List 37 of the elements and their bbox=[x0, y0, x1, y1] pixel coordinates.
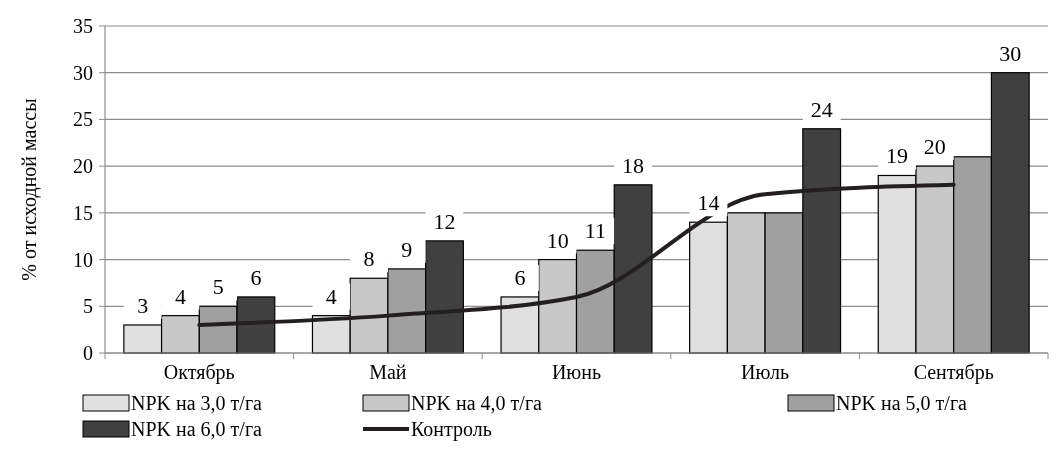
legend-label: NPK на 3,0 т/га bbox=[131, 392, 263, 414]
legend-label: NPK на 4,0 т/га bbox=[411, 392, 543, 414]
y-axis-title: % от исходной массы bbox=[18, 98, 41, 281]
x-tick-label: Июнь bbox=[551, 361, 602, 383]
data-label: 9 bbox=[401, 236, 413, 262]
data-label: 20 bbox=[923, 134, 946, 160]
data-label: 3 bbox=[137, 292, 149, 318]
data-label: 6 bbox=[250, 264, 262, 290]
data-label: 4 bbox=[325, 283, 337, 309]
y-tick-label: 20 bbox=[73, 155, 93, 178]
y-tick-label: 5 bbox=[83, 295, 93, 318]
data-label: 8 bbox=[363, 246, 375, 272]
legend-label: NPK на 5,0 т/га bbox=[836, 392, 968, 414]
data-label: 24 bbox=[810, 96, 833, 122]
x-tick-label: Октябрь bbox=[163, 361, 235, 384]
y-tick-label: 0 bbox=[83, 342, 93, 364]
y-tick-label: 10 bbox=[73, 248, 93, 271]
x-tick-label: Май bbox=[369, 361, 407, 383]
legend-label: Контроль bbox=[411, 418, 492, 441]
data-label: 30 bbox=[999, 40, 1022, 66]
data-label: 19 bbox=[886, 143, 909, 169]
y-tick-label: 30 bbox=[73, 61, 93, 84]
data-label: 10 bbox=[546, 227, 569, 253]
data-label: 4 bbox=[174, 283, 186, 309]
data-label: 5 bbox=[212, 274, 224, 300]
line-series bbox=[197, 182, 956, 327]
data-label: 14 bbox=[697, 190, 720, 216]
y-tick-label: 25 bbox=[73, 108, 93, 131]
data-label: 11 bbox=[584, 218, 606, 244]
data-label: 18 bbox=[622, 152, 645, 178]
y-tick-label: 15 bbox=[73, 201, 93, 224]
legend-label: NPK на 6,0 т/га bbox=[131, 418, 263, 440]
data-label: 12 bbox=[433, 208, 456, 234]
x-tick-label: Сентябрь bbox=[913, 361, 994, 384]
y-tick-label: 35 bbox=[73, 15, 93, 37]
x-tick-label: Июль bbox=[741, 361, 790, 383]
data-label: 6 bbox=[514, 264, 526, 290]
